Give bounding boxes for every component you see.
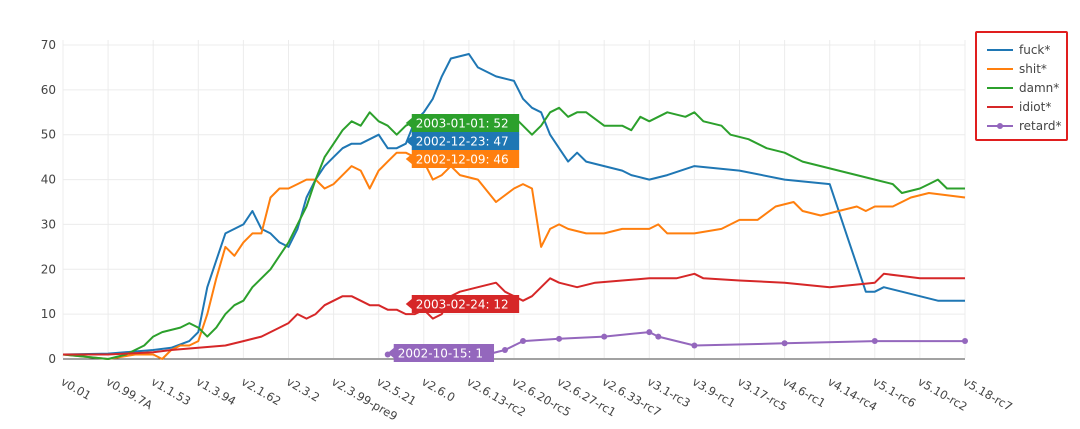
series-marker-retard[interactable] (781, 340, 788, 347)
hover-label-shit: 2002-12-09: 46 (405, 150, 520, 168)
hover-label-box (405, 150, 520, 168)
legend-swatch-damn (987, 87, 1013, 89)
y-axis-ticks: 0 10 20 30 40 50 60 70 (41, 38, 56, 366)
y-tick-label: 50 (41, 128, 56, 142)
y-tick-label: 60 (41, 83, 56, 97)
x-tick-label: v5.18-rc7 (961, 374, 1015, 413)
x-tick-label: v2.3.2 (284, 374, 322, 404)
legend-swatch-retard (987, 122, 1013, 129)
legend: fuck* shit* damn* idiot* retard* (975, 31, 1068, 141)
legend-item-fuck[interactable]: fuck* (987, 41, 1050, 59)
y-tick-label: 10 (41, 307, 56, 321)
hover-label-box (405, 132, 520, 150)
hover-labels: 2003-01-01: 52 2002-12-23: 47 2002-12-09: … (387, 114, 520, 362)
series-line-shit[interactable] (62, 151, 966, 360)
hover-label-text: 2002-12-09: 46 (416, 153, 509, 167)
series-marker-retard[interactable] (871, 338, 878, 345)
hover-label-box (387, 344, 495, 362)
hover-label-idiot: 2003-02-24: 12 (405, 295, 520, 313)
legend-swatch-fuck (987, 49, 1013, 51)
legend-swatch-idiot (987, 106, 1013, 108)
hover-label-box (405, 114, 520, 132)
legend-item-shit[interactable]: shit* (987, 60, 1047, 78)
legend-item-damn[interactable]: damn* (987, 79, 1059, 97)
series-marker-retard[interactable] (501, 347, 508, 354)
x-tick-label: v4.14-rc4 (825, 374, 879, 413)
series-line-idiot[interactable] (63, 272, 965, 356)
series-line-fuck[interactable] (62, 53, 965, 356)
x-tick-label: v3.17-rc5 (735, 374, 789, 413)
x-tick-label: v1.1.53 (149, 374, 194, 408)
legend-label-fuck: fuck* (1019, 43, 1051, 57)
legend-swatch-shit (987, 68, 1013, 70)
x-tick-label: v0.99.7A (104, 374, 155, 412)
hover-label-text: 2003-02-24: 12 (416, 298, 509, 312)
legend-label-shit: shit* (1019, 62, 1047, 76)
hover-label-text: 2002-12-23: 47 (416, 135, 509, 149)
x-tick-label: v2.1.62 (239, 374, 284, 408)
series-marker-retard[interactable] (601, 333, 608, 340)
hover-label-retard: 2002-10-15: 1 (387, 344, 495, 362)
hover-label-damn: 2003-01-01: 52 (405, 114, 520, 132)
x-tick-label: v1.3.94 (194, 374, 239, 408)
x-tick-label: v3.9-rc1 (690, 374, 738, 410)
y-tick-label: 70 (41, 38, 56, 52)
series-marker-retard[interactable] (691, 342, 698, 349)
x-tick-label: v0.01 (59, 374, 94, 402)
hover-label-text: 2003-01-01: 52 (416, 117, 509, 131)
series-marker-retard[interactable] (962, 338, 968, 345)
y-tick-label: 0 (48, 352, 56, 366)
legend-marker-retard (997, 122, 1003, 129)
series-marker-retard[interactable] (556, 335, 563, 342)
y-tick-label: 30 (41, 217, 56, 231)
legend-label-retard: retard* (1019, 119, 1062, 133)
x-tick-label: v2.6.0 (419, 374, 457, 404)
hover-label-box (405, 295, 520, 313)
x-tick-label: v5.10-rc2 (915, 374, 969, 413)
series-marker-retard[interactable] (646, 329, 653, 336)
y-tick-label: 40 (41, 173, 56, 187)
series-marker-retard[interactable] (520, 338, 527, 345)
y-tick-label: 20 (41, 262, 56, 276)
hover-label-fuck: 2002-12-23: 47 (405, 132, 520, 150)
legend-label-idiot: idiot* (1019, 100, 1052, 114)
hover-label-text: 2002-10-15: 1 (398, 347, 483, 361)
legend-item-idiot[interactable]: idiot* (987, 98, 1051, 116)
series-marker-retard[interactable] (655, 333, 662, 340)
legend-label-damn: damn* (1019, 81, 1060, 95)
legend-item-retard[interactable]: retard* (987, 117, 1061, 135)
